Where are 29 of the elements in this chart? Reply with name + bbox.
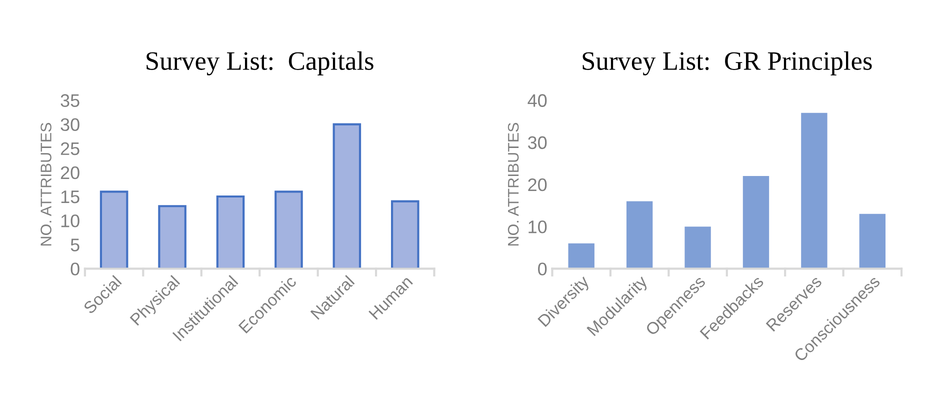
y-axis-title: NO. ATTRIBUTES xyxy=(508,122,519,246)
y-tick-label: 30 xyxy=(60,118,80,132)
bar xyxy=(158,205,186,269)
bar xyxy=(626,201,653,269)
bar xyxy=(332,123,362,269)
y-tick-label: 40 xyxy=(528,94,547,107)
bar xyxy=(100,190,128,269)
y-tick-label: 25 xyxy=(60,142,80,156)
bar xyxy=(801,112,828,269)
y-axis-title: NO. ATTRIBUTES xyxy=(40,122,52,246)
y-tick-label: 20 xyxy=(60,166,80,180)
bar xyxy=(390,200,420,269)
y-tick-label: 0 xyxy=(538,262,547,276)
bar xyxy=(568,243,594,269)
y-tick-label: 20 xyxy=(528,178,547,192)
bar xyxy=(859,214,886,269)
y-tick-label: 30 xyxy=(528,136,547,150)
bar xyxy=(684,226,711,269)
y-tick-label: 5 xyxy=(70,238,80,252)
y-tick-label: 35 xyxy=(60,94,80,107)
chart-title: Survey List: Capitals xyxy=(146,51,374,76)
bar xyxy=(742,176,770,269)
y-tick-label: 15 xyxy=(61,190,80,204)
bar xyxy=(274,190,303,269)
y-tick-label: 0 xyxy=(70,262,80,276)
bar xyxy=(216,195,245,269)
y-tick-label: 10 xyxy=(61,214,80,228)
y-tick-label: 10 xyxy=(528,220,547,234)
chart-title: Survey List: GR Principles xyxy=(582,51,872,76)
